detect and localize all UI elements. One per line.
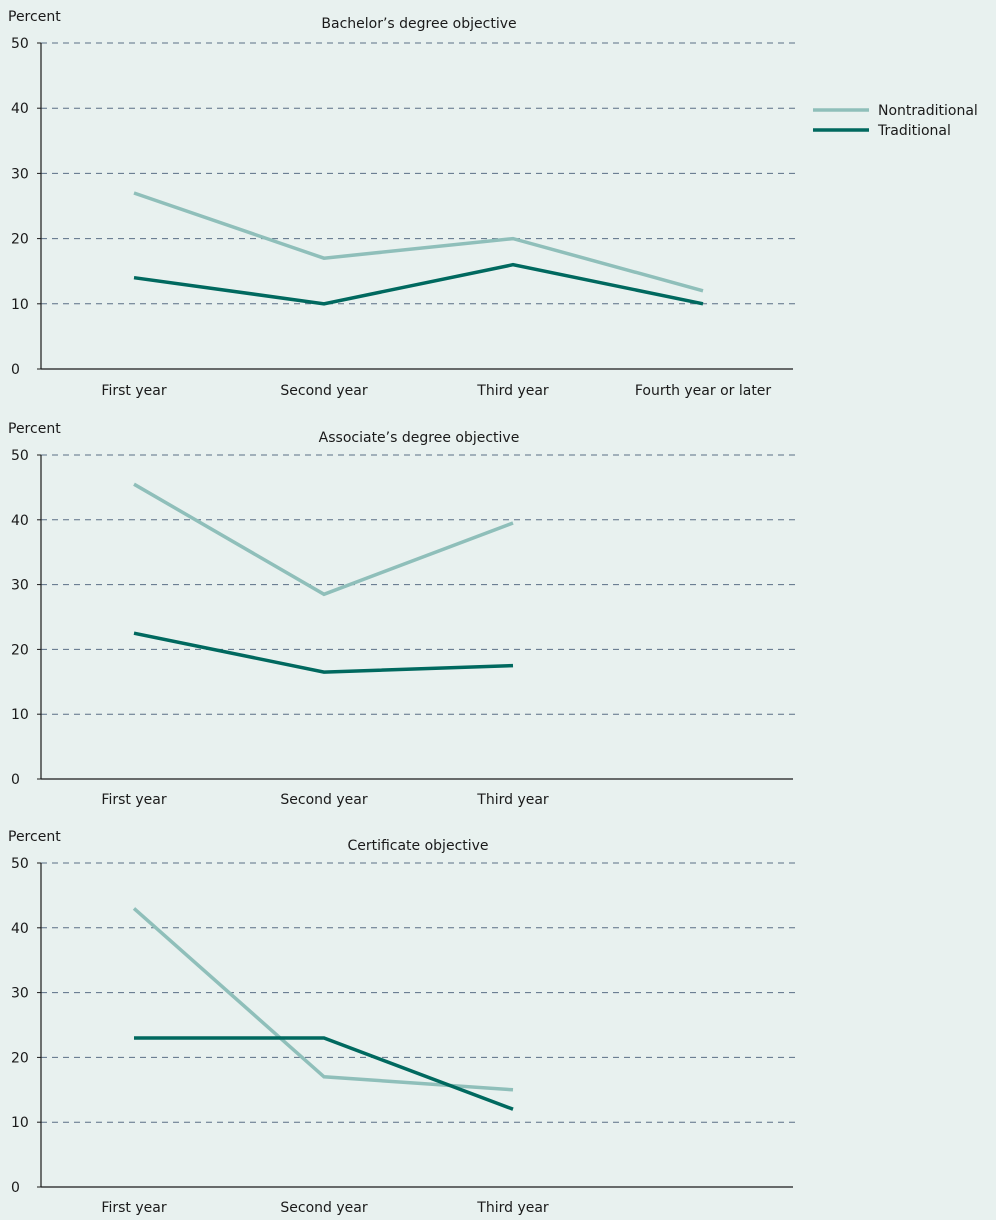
chart-panel-2: Percent Associate’s degree objective 0 10 20… [8,421,800,808]
chart-title: Associate’s degree objective [319,430,520,446]
x-tick-label: Second year [280,1200,367,1216]
y-axis-label: Percent [8,421,61,437]
x-tick-label: Second year [280,792,367,808]
chart-title: Certificate objective [347,838,488,854]
y-tick-label: 40 [11,101,29,117]
y-tick-label: 10 [11,1115,29,1131]
series-line-nontraditional [133,482,514,597]
series-line-traditional [133,631,514,674]
series-line-nontraditional [132,907,514,1092]
y-axis-label: Percent [8,829,61,845]
series-line-traditional [133,262,704,306]
chart-panel-1: Percent Bachelor’s degree objective 0 10 20 3… [8,9,800,399]
x-tick-label: Third year [476,792,549,808]
chart-panel-3: Percent Certificate objective 0 10 20 30 40 50 F… [8,829,800,1216]
y-tick-label: 20 [11,642,29,658]
x-tick-label: First year [101,383,166,399]
y-tick-label: 30 [11,166,29,182]
x-tick-label: First year [101,792,166,808]
series-line-nontraditional [133,191,704,293]
legend-label-traditional: Traditional [877,123,951,139]
y-tick-label: 10 [11,297,29,313]
legend: Nontraditional Traditional [813,103,978,139]
y-tick-label: 30 [11,578,29,594]
x-tick-label: First year [101,1200,166,1216]
y-tick-label: 20 [11,232,29,248]
y-tick-label: 20 [11,1050,29,1066]
y-axis-label: Percent [8,9,61,25]
y-tick-label: 40 [11,921,29,937]
y-tick-label: 0 [11,1180,20,1196]
chart-title: Bachelor’s degree objective [321,16,516,32]
y-tick-label: 10 [11,707,29,723]
x-tick-label: Second year [280,383,367,399]
y-tick-label: 30 [11,986,29,1002]
x-tick-label: Third year [476,1200,549,1216]
y-tick-label: 50 [11,36,29,52]
x-tick-label: Third year [476,383,549,399]
series-line-traditional [134,1036,514,1111]
legend-label-nontraditional: Nontraditional [878,103,978,119]
y-tick-label: 50 [11,448,29,464]
y-tick-label: 50 [11,856,29,872]
y-tick-label: 40 [11,513,29,529]
y-tick-label: 0 [11,362,20,378]
x-tick-label: Fourth year or later [635,383,772,399]
y-tick-label: 0 [11,772,20,788]
